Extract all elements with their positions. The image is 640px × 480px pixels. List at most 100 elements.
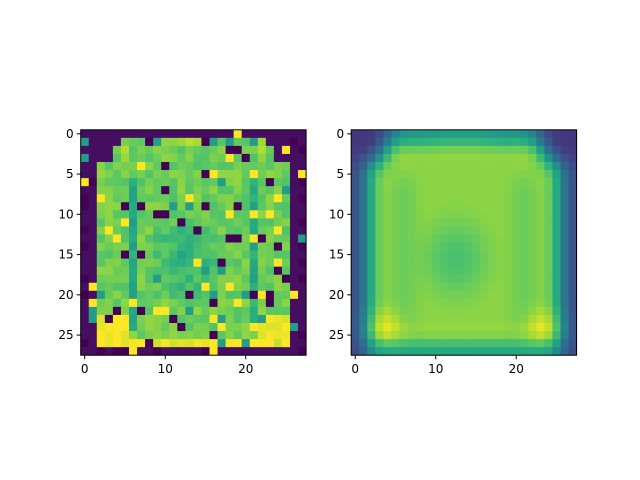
heatmap-cell — [351, 306, 360, 316]
heatmap-cell — [249, 210, 259, 219]
heatmap-cell — [407, 290, 416, 300]
heatmap-cell — [488, 306, 497, 316]
heatmap-cell — [273, 258, 283, 267]
heatmap-cell — [177, 218, 186, 227]
heatmap-cell — [536, 250, 545, 259]
heatmap-cell — [225, 339, 234, 348]
heatmap-cell — [177, 129, 186, 139]
heatmap-cell — [177, 170, 186, 179]
heatmap-cell — [520, 186, 529, 195]
heatmap-cell — [552, 331, 561, 340]
heatmap-cell — [104, 218, 114, 227]
heatmap-cell — [512, 331, 521, 340]
heatmap-cell — [161, 258, 170, 267]
heatmap-cell — [488, 186, 497, 195]
heatmap-cell — [185, 145, 194, 155]
heatmap-cell — [391, 323, 400, 332]
heatmap-cell — [447, 145, 457, 155]
heatmap-cell — [367, 178, 376, 187]
heatmap-cell — [209, 153, 218, 163]
heatmap-cell — [455, 250, 465, 259]
heatmap-cell — [169, 242, 178, 251]
heatmap-cell — [504, 129, 513, 139]
heatmap-cell — [351, 274, 360, 284]
heatmap-cell — [423, 162, 433, 171]
heatmap-cell — [120, 186, 130, 195]
heatmap-cell — [88, 210, 98, 219]
heatmap-cell — [185, 194, 194, 203]
heatmap-cell — [225, 331, 234, 340]
heatmap-cell — [257, 194, 267, 203]
heatmap-cell — [201, 210, 210, 219]
heatmap-cell — [80, 242, 90, 251]
heatmap-cell — [169, 194, 178, 203]
heatmap-cell — [504, 210, 513, 219]
heatmap-cell — [112, 298, 122, 308]
heatmap-cell — [217, 153, 226, 163]
heatmap-cell — [399, 210, 408, 219]
heatmap-cell — [137, 194, 146, 203]
heatmap-cell — [104, 226, 114, 235]
heatmap-cell — [375, 347, 384, 356]
heatmap-cell — [488, 137, 497, 147]
heatmap-cell — [431, 153, 441, 163]
heatmap-cell — [439, 162, 449, 171]
heatmap-cell — [351, 331, 360, 340]
heatmap-cell — [290, 129, 299, 139]
heatmap-cell — [290, 250, 299, 259]
heatmap-cell — [290, 282, 299, 292]
heatmap-cell — [298, 298, 307, 308]
heatmap-cell — [471, 314, 481, 324]
heatmap-cell — [120, 290, 130, 300]
heatmap-cell — [104, 234, 114, 243]
heatmap-cell — [185, 162, 194, 171]
heatmap-cell — [185, 210, 194, 219]
heatmap-cell — [185, 153, 194, 163]
heatmap-cell — [375, 194, 384, 203]
heatmap-cell — [367, 226, 376, 235]
heatmap-cell — [504, 314, 513, 324]
heatmap-cell — [185, 202, 194, 211]
heatmap-cell — [153, 194, 162, 203]
heatmap-cell — [257, 339, 267, 348]
heatmap-cell — [568, 162, 577, 171]
heatmap-cell — [471, 234, 481, 243]
heatmap-cell — [528, 210, 537, 219]
heatmap-cell — [225, 290, 234, 300]
heatmap-cell — [375, 178, 384, 187]
heatmap-cell — [298, 323, 307, 332]
heatmap-cell — [241, 323, 251, 332]
heatmap-cell — [455, 137, 465, 147]
heatmap-cell — [383, 226, 392, 235]
heatmap-cell — [249, 347, 259, 356]
heatmap-cell — [217, 274, 226, 284]
heatmap-cell — [265, 274, 275, 284]
heatmap-cell — [298, 290, 307, 300]
heatmap-cell — [480, 162, 489, 171]
heatmap-cell — [137, 306, 146, 316]
heatmap-cell — [359, 242, 368, 251]
heatmap-cell — [375, 153, 384, 163]
heatmap-cell — [104, 339, 114, 348]
heatmap-cell — [399, 339, 408, 348]
heatmap-cell — [104, 347, 114, 356]
heatmap-cell — [88, 323, 98, 332]
heatmap-cell — [129, 331, 138, 340]
heatmap-cell — [552, 210, 561, 219]
heatmap-cell — [568, 331, 577, 340]
heatmap-cell — [447, 194, 457, 203]
heatmap-cell — [544, 234, 553, 243]
heatmap-cell — [281, 234, 291, 243]
heatmap-cell — [80, 282, 90, 292]
heatmap-cell — [169, 274, 178, 284]
heatmap-cell — [439, 137, 449, 147]
heatmap-cell — [544, 339, 553, 348]
heatmap-cell — [96, 250, 106, 259]
heatmap-cell — [88, 258, 98, 267]
heatmap-cell — [281, 129, 291, 139]
heatmap-cell — [439, 242, 449, 251]
heatmap-cell — [560, 202, 569, 211]
heatmap-cell — [104, 306, 114, 316]
heatmap-cell — [496, 137, 505, 147]
y-tick-label: 0 — [337, 127, 345, 141]
